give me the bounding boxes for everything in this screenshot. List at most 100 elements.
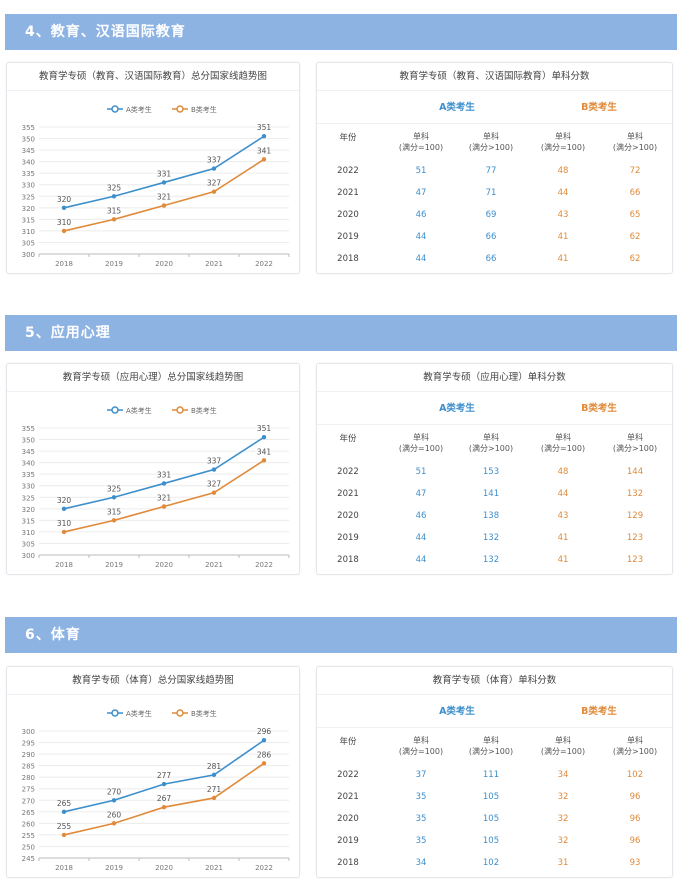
x-tick-label: 2022: [255, 864, 273, 872]
legend-label: A类考生: [126, 709, 152, 718]
y-tick-label: 285: [22, 763, 35, 771]
data-point: [111, 518, 117, 523]
data-label: 341: [257, 447, 272, 456]
y-tick-label: 300: [22, 728, 35, 736]
trend-chart: A类考生 B类考生 300 305 310 315 320 325 330 335 340 345 35…: [22, 406, 290, 569]
data-label: 327: [207, 480, 222, 489]
group-a-label: A类考生: [439, 403, 475, 414]
data-label: 315: [107, 507, 122, 516]
score-cell: 69: [485, 210, 497, 220]
table-row: 2019 44 66 41 62: [317, 226, 672, 248]
table-row: 2019 35 105 32 96: [317, 830, 672, 852]
y-tick-label: 280: [22, 774, 35, 782]
score-cell: 44: [557, 489, 569, 499]
section-physical-education: 6、体育 教育学专硕（体育）总分国家线趋势图 A类考生 B类考生 245 250 255…: [0, 600, 677, 889]
y-tick-label: 330: [22, 483, 35, 491]
score-cell: 31: [557, 858, 569, 868]
score-cell: 96: [629, 814, 641, 824]
score-cell: 105: [482, 792, 500, 802]
y-tick-label: 330: [22, 182, 35, 190]
y-tick-label: 355: [22, 425, 35, 433]
y-tick-label: 255: [22, 832, 35, 840]
trend-chart: A类考生 B类考生 245 250 255 260 265 270 275 280 285 290 29…: [22, 709, 290, 872]
data-point: [261, 458, 267, 463]
data-label: 255: [57, 822, 72, 831]
data-label: 325: [107, 484, 122, 493]
year-cell: 2021: [337, 792, 359, 802]
data-label: 320: [57, 195, 72, 204]
score-cell: 66: [485, 254, 497, 264]
year-cell: 2020: [337, 210, 359, 220]
section-banner: 4、教育、汉语国际教育: [5, 14, 677, 50]
legend-item: A类考生: [107, 709, 152, 718]
score-cell: 96: [629, 836, 641, 846]
score-table-card: 教育学专硕（体育）单科分数 A类考生 B类考生 年份 单科 (满分=100) 单科 (满…: [316, 666, 673, 878]
y-tick-label: 315: [22, 517, 35, 525]
table-row: 2021 47 141 44 132: [317, 483, 672, 505]
score-cell: 34: [415, 858, 427, 868]
data-label: 277: [157, 771, 172, 780]
column-header: 单科 (满分>100): [612, 132, 658, 152]
score-table-card: 教育学专硕（教育、汉语国际教育）单科分数 A类考生 B类考生 年份 单科 (满分=10…: [316, 62, 673, 274]
score-cell: 41: [557, 254, 569, 264]
y-tick-label: 305: [22, 239, 35, 247]
data-point: [211, 166, 217, 171]
y-tick-label: 350: [22, 136, 35, 144]
year-cell: 2020: [337, 511, 359, 521]
legend-label: B类考生: [191, 105, 217, 114]
year-cell: 2021: [337, 489, 359, 499]
column-header: 单科 (满分>100): [612, 433, 658, 453]
legend-swatch-marker: [111, 105, 119, 113]
year-cell: 2018: [337, 254, 359, 264]
data-point: [261, 157, 267, 162]
trend-chart-card: 教育学专硕（体育）总分国家线趋势图 A类考生 B类考生 245 250 255 260 26…: [6, 666, 300, 878]
y-tick-label: 260: [22, 820, 35, 828]
legend-label: A类考生: [126, 406, 152, 415]
score-cell: 51: [415, 166, 427, 176]
score-cell: 44: [415, 232, 427, 242]
data-label: 351: [257, 424, 272, 433]
group-b-label: B类考生: [581, 403, 617, 414]
y-tick-label: 335: [22, 170, 35, 178]
year-cell: 2019: [337, 836, 359, 846]
score-cell: 35: [415, 792, 427, 802]
score-table-card: 教育学专硕（应用心理）单科分数 A类考生 B类考生 年份 单科 (满分=100) 单科 …: [316, 363, 673, 575]
legend-item: B类考生: [172, 406, 217, 415]
y-tick-label: 310: [22, 529, 35, 537]
score-cell: 123: [626, 533, 644, 543]
table-row: 2022 37 111 34 102: [317, 764, 672, 786]
data-label: 267: [157, 794, 172, 803]
score-cell: 43: [557, 511, 569, 521]
section-applied-psychology: 5、应用心理 教育学专硕（应用心理）总分国家线趋势图 A类考生 B类考生 300 30…: [0, 300, 677, 600]
data-label: 310: [57, 519, 72, 528]
group-a-label: A类考生: [439, 102, 475, 113]
group-b-label: B类考生: [581, 706, 617, 717]
legend-swatch-marker: [176, 709, 184, 717]
group-b-label: B类考生: [581, 102, 617, 113]
x-tick-label: 2020: [155, 864, 173, 872]
y-tick-label: 245: [22, 855, 35, 863]
y-tick-label: 300: [22, 552, 35, 560]
y-tick-label: 335: [22, 471, 35, 479]
year-cell: 2019: [337, 232, 359, 242]
table-title: 教育学专硕（教育、汉语国际教育）单科分数: [317, 63, 672, 91]
section-education: 4、教育、汉语国际教育 教育学专硕（教育、汉语国际教育）总分国家线趋势图 A类考…: [0, 0, 677, 300]
data-label: 315: [107, 206, 122, 215]
score-cell: 32: [557, 836, 569, 846]
column-header: 单科 (满分>100): [468, 736, 514, 756]
section-banner: 6、体育: [5, 617, 677, 653]
x-tick-label: 2022: [255, 561, 273, 569]
score-cell: 44: [415, 533, 427, 543]
table-row: 2021 35 105 32 96: [317, 786, 672, 808]
score-cell: 47: [415, 489, 427, 499]
year-cell: 2022: [337, 166, 359, 176]
score-cell: 32: [557, 792, 569, 802]
score-cell: 77: [485, 166, 497, 176]
chart-title: 教育学专硕（体育）总分国家线趋势图: [7, 667, 299, 695]
score-cell: 41: [557, 533, 569, 543]
divider: [317, 727, 672, 728]
table-group-header: A类考生 B类考生: [317, 97, 672, 119]
data-point: [61, 205, 67, 211]
table-row: 2019 44 132 41 123: [317, 527, 672, 549]
table-column-header: 年份 单科 (满分=100) 单科 (满分>100) 单科 (满分=100) 单科 (满…: [317, 733, 672, 759]
